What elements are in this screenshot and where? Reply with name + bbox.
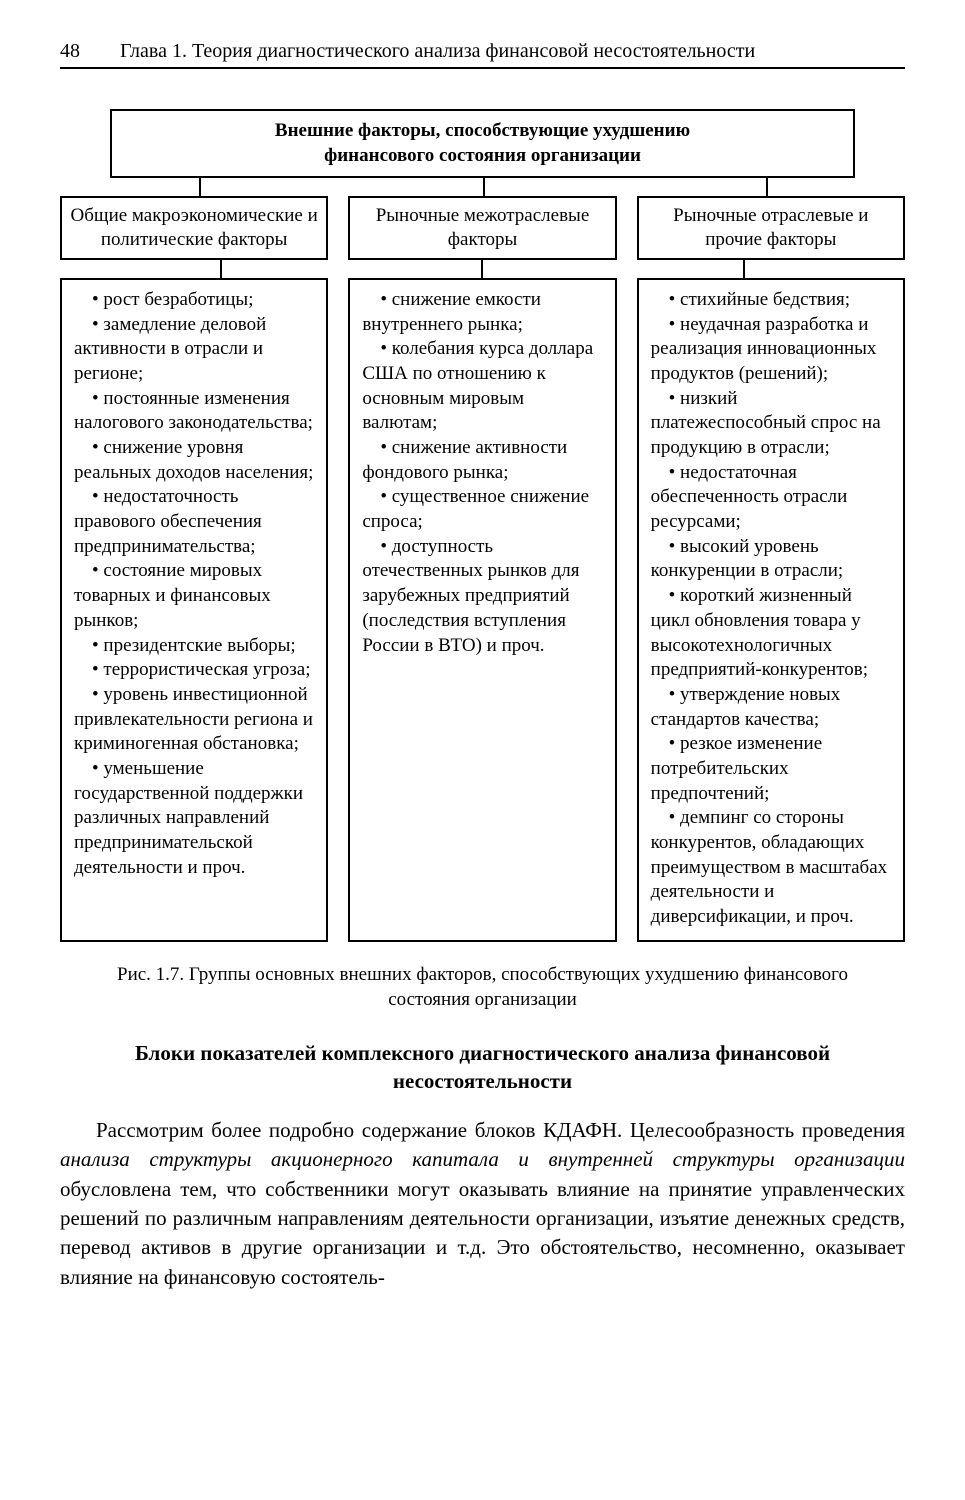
factors-diagram: Внешние факторы, способствующие ухудшени…: [60, 109, 905, 942]
detail-box-intersectoral: • снижение емкости внутреннего рынка;• к…: [348, 278, 616, 942]
top-box-line1: Внешние факторы, способствующие ухудшени…: [132, 119, 833, 144]
detail-box-macroeconomic: • рост безработицы;• замедление деловой …: [60, 278, 328, 942]
mid-box-macroeconomic: Общие макроэкономические и политические …: [60, 196, 328, 260]
top-box-line2: финансового состояния организации: [132, 144, 833, 169]
diagram-mid-row: Общие макроэкономические и политические …: [60, 196, 905, 260]
connector-mid-to-detail: [90, 260, 875, 278]
diagram-detail-row: • рост безработицы;• замедление деловой …: [60, 278, 905, 942]
figure-caption: Рис. 1.7. Группы основных внешних фактор…: [100, 962, 865, 1013]
chapter-title: Глава 1. Теория диагностического анализа…: [120, 40, 755, 63]
section-heading: Блоки показателей комплексного диагности…: [100, 1039, 865, 1096]
body-paragraph-1: Рассмотрим более подробно содержание бло…: [60, 1116, 905, 1292]
mid-box-sectoral: Рыночные отраслевые и прочие факторы: [637, 196, 905, 260]
detail-box-sectoral: • стихийные бедствия;• неудачная разрабо…: [637, 278, 905, 942]
page-header: 48 Глава 1. Теория диагностического анал…: [60, 40, 905, 69]
connector-top-to-mid: [110, 178, 855, 196]
diagram-top-box: Внешние факторы, способствующие ухудшени…: [110, 109, 855, 178]
page-number: 48: [60, 40, 80, 63]
mid-box-intersectoral: Рыночные межотраслевые факторы: [348, 196, 616, 260]
